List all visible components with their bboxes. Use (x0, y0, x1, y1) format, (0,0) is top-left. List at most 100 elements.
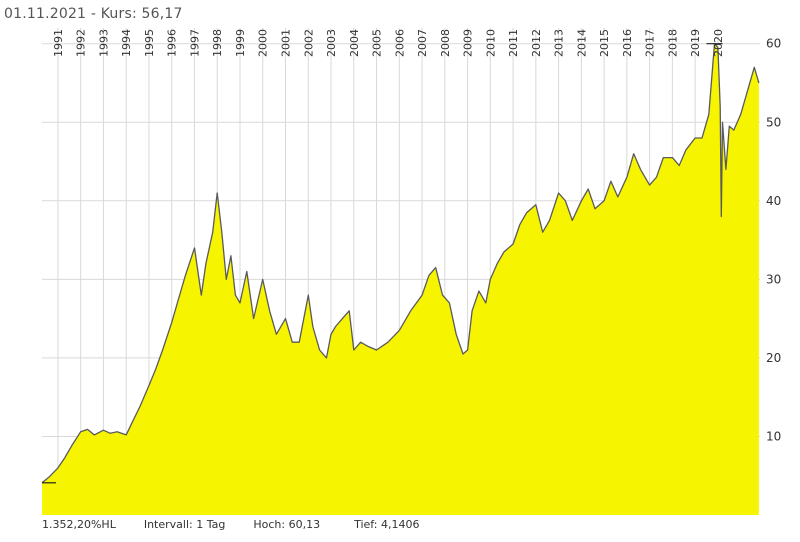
data-point[interactable] (101, 428, 105, 432)
data-point[interactable] (63, 456, 67, 460)
data-point[interactable] (602, 199, 606, 203)
data-point[interactable] (677, 163, 681, 167)
data-point[interactable] (70, 444, 74, 448)
data-point[interactable] (318, 348, 322, 352)
data-point[interactable] (563, 199, 567, 203)
data-point[interactable] (131, 419, 135, 423)
data-point[interactable] (707, 112, 711, 116)
data-point[interactable] (625, 175, 629, 179)
data-point[interactable] (79, 430, 83, 434)
data-point[interactable] (274, 332, 278, 336)
data-point[interactable] (461, 352, 465, 356)
data-point[interactable] (648, 183, 652, 187)
data-point[interactable] (757, 81, 761, 85)
data-point[interactable] (727, 124, 731, 128)
data-point[interactable] (409, 309, 413, 313)
data-point[interactable] (670, 156, 674, 160)
data-point[interactable] (616, 195, 620, 199)
data-point[interactable] (441, 293, 445, 297)
data-point[interactable] (386, 340, 390, 344)
data-point[interactable] (347, 309, 351, 313)
data-point[interactable] (700, 136, 704, 140)
data-point[interactable] (340, 317, 344, 321)
data-point[interactable] (454, 332, 458, 336)
data-point[interactable] (147, 383, 151, 387)
data-point[interactable] (495, 262, 499, 266)
data-point[interactable] (484, 301, 488, 305)
data-point[interactable] (427, 273, 431, 277)
data-point[interactable] (365, 344, 369, 348)
data-point[interactable] (290, 340, 294, 344)
data-point[interactable] (245, 270, 249, 274)
data-point[interactable] (329, 332, 333, 336)
data-point[interactable] (639, 167, 643, 171)
data-point[interactable] (215, 191, 219, 195)
data-point[interactable] (661, 156, 665, 160)
data-point[interactable] (192, 246, 196, 250)
data-point[interactable] (752, 65, 756, 69)
data-point[interactable] (518, 222, 522, 226)
data-point[interactable] (570, 218, 574, 222)
data-point[interactable] (124, 433, 128, 437)
data-point[interactable] (477, 289, 481, 293)
data-point[interactable] (252, 317, 256, 321)
data-point[interactable] (593, 207, 597, 211)
data-point[interactable] (534, 203, 538, 207)
data-point[interactable] (609, 179, 613, 183)
data-point[interactable] (311, 324, 315, 328)
data-point[interactable] (684, 148, 688, 152)
data-point[interactable] (268, 309, 272, 313)
data-point[interactable] (557, 191, 561, 195)
data-point[interactable] (420, 293, 424, 297)
data-point[interactable] (745, 89, 749, 93)
data-point[interactable] (547, 218, 551, 222)
data-point[interactable] (447, 301, 451, 305)
data-point[interactable] (211, 230, 215, 234)
data-point[interactable] (199, 293, 203, 297)
data-point[interactable] (586, 187, 590, 191)
data-point[interactable] (720, 120, 724, 124)
data-point[interactable] (170, 321, 174, 325)
data-point[interactable] (86, 427, 90, 431)
data-point[interactable] (161, 348, 165, 352)
data-point[interactable] (375, 348, 379, 352)
data-point[interactable] (434, 266, 438, 270)
data-point[interactable] (502, 250, 506, 254)
data-point[interactable] (284, 317, 288, 321)
data-point[interactable] (108, 431, 112, 435)
data-point[interactable] (511, 242, 515, 246)
data-point[interactable] (238, 301, 242, 305)
data-point[interactable] (541, 230, 545, 234)
data-point[interactable] (579, 199, 583, 203)
data-point[interactable] (739, 112, 743, 116)
data-point[interactable] (488, 277, 492, 281)
data-point[interactable] (224, 277, 228, 281)
data-point[interactable] (297, 340, 301, 344)
data-point[interactable] (138, 405, 142, 409)
data-point[interactable] (306, 293, 310, 297)
data-point[interactable] (719, 215, 723, 219)
data-point[interactable] (177, 297, 181, 301)
data-point[interactable] (183, 273, 187, 277)
data-point[interactable] (92, 433, 96, 437)
data-point[interactable] (352, 348, 356, 352)
data-point[interactable] (718, 105, 722, 109)
data-point[interactable] (220, 230, 224, 234)
data-point[interactable] (693, 136, 697, 140)
data-point[interactable] (359, 340, 363, 344)
data-point[interactable] (56, 466, 60, 470)
data-point[interactable] (324, 356, 328, 360)
data-point[interactable] (654, 175, 658, 179)
data-point[interactable] (724, 167, 728, 171)
data-point[interactable] (632, 152, 636, 156)
data-point[interactable] (470, 309, 474, 313)
data-point[interactable] (204, 262, 208, 266)
data-point[interactable] (233, 293, 237, 297)
data-point[interactable] (229, 254, 233, 258)
data-point[interactable] (525, 211, 529, 215)
data-point[interactable] (732, 128, 736, 132)
data-point[interactable] (115, 430, 119, 434)
data-point[interactable] (154, 367, 158, 371)
data-point[interactable] (466, 348, 470, 352)
